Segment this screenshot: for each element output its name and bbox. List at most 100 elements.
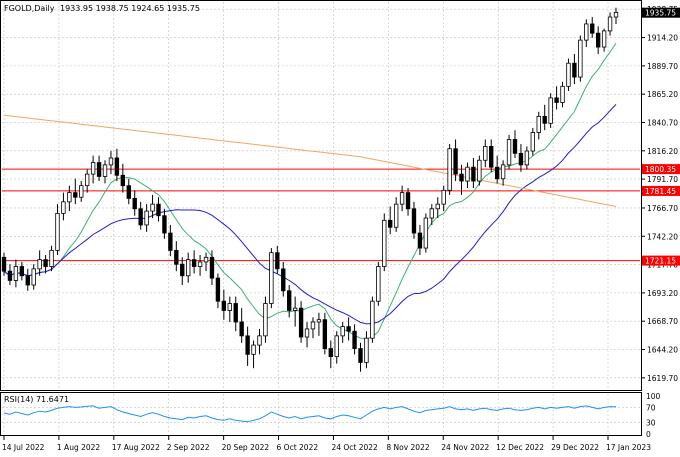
candle-body [512, 139, 518, 154]
candle-body [85, 173, 90, 187]
candle-body [465, 166, 470, 182]
time-tick-label: 24 Nov 2022 [441, 443, 489, 452]
time-tick-label: 17 Aug 2022 [112, 443, 160, 452]
candle-body [162, 215, 167, 234]
time-tick-label: 6 Oct 2022 [277, 443, 319, 452]
candle-body [55, 213, 60, 251]
candle-body [376, 266, 381, 302]
level-label: 1781.45 [645, 187, 676, 196]
candle-body [19, 266, 25, 277]
candle-body [316, 319, 322, 323]
candle-body [447, 148, 452, 191]
price-tick-label: 1791.70 [647, 175, 678, 184]
candle-body [257, 335, 262, 346]
candle-body [61, 201, 66, 214]
candle-body [352, 330, 357, 349]
candle-body [607, 16, 613, 32]
price-tick-label: 1914.20 [647, 34, 678, 43]
candle-body [43, 259, 48, 267]
candle-body [364, 337, 369, 363]
candle-body [304, 328, 310, 338]
price-tick-label: 1865.20 [647, 90, 678, 99]
price-tick-label: 1693.20 [647, 289, 678, 298]
time-tick-label: 1 Aug 2022 [57, 443, 100, 452]
candle-body [340, 326, 345, 337]
candle-body [96, 162, 102, 177]
candle-body [566, 62, 571, 87]
candle-body [393, 203, 399, 228]
candle-body [435, 203, 440, 210]
candle-body [25, 275, 30, 286]
level-labels: 1800.35 1781.45 1721.15 [642, 164, 680, 266]
price-tick-label: 1889.70 [647, 62, 678, 71]
time-tick-label: 2 Sep 2022 [167, 443, 210, 452]
candle-body [292, 307, 298, 311]
price-tick-label: 1619.70 [647, 374, 678, 383]
candle-body [79, 185, 84, 198]
candles [1, 7, 619, 372]
candle-body [405, 192, 411, 210]
candle-body [102, 164, 108, 177]
candle-body [174, 249, 179, 265]
candle-body [358, 348, 363, 363]
candle-body [168, 232, 173, 251]
candle-body [471, 166, 476, 182]
candle-body [1, 256, 7, 272]
candle-body [13, 266, 19, 281]
time-tick-label: 12 Dec 2022 [496, 443, 544, 452]
candle-body [399, 192, 405, 205]
candle-body [209, 256, 215, 279]
price-tick-label: 1766.70 [647, 204, 678, 213]
candle-body [7, 270, 13, 281]
candle-body [275, 252, 280, 270]
candle-body [156, 203, 161, 217]
candle-body [73, 192, 78, 198]
price-axis: 1938.751914.201889.701865.201840.701816.… [641, 5, 680, 383]
candle-body [132, 197, 137, 210]
symbol-title: FGOLD,Daily [4, 4, 55, 13]
candle-body [310, 321, 316, 330]
candle-body [90, 162, 96, 175]
rsi-pane-frame [0, 392, 642, 436]
time-tick-label: 17 Jan 2023 [606, 443, 651, 452]
price-tick-label: 1668.70 [647, 317, 678, 326]
candle-body [441, 189, 446, 205]
time-tick-label: 29 Dec 2022 [551, 443, 599, 452]
rsi-tick-label: 70 [646, 403, 656, 412]
rsi-grid [2, 394, 640, 434]
candle-body [584, 23, 589, 41]
candle-body [328, 348, 333, 358]
level-tag [642, 185, 680, 196]
candle-body [126, 185, 131, 199]
candle-body [322, 319, 328, 349]
candle-body [601, 30, 607, 48]
price-tick-label: 1742.20 [647, 232, 678, 241]
candle-body [245, 335, 250, 355]
price-grid [2, 2, 640, 389]
rsi-tick-label: 100 [646, 392, 661, 401]
candle-body [477, 159, 482, 182]
candle-body [578, 39, 583, 78]
candle-body [542, 115, 547, 124]
candle-body [417, 232, 423, 249]
candle-body [251, 344, 256, 355]
candle-body [150, 203, 155, 212]
time-axis: 14 Jul 2022 1 Aug 2022 17 Aug 2022 2 Sep 20… [2, 436, 651, 452]
time-tick-label: 24 Oct 2022 [331, 443, 378, 452]
rsi-tick-label: 30 [646, 419, 656, 428]
time-tick-label: 14 Jul 2022 [2, 443, 45, 452]
level-label: 1800.35 [645, 165, 676, 174]
candle-body [506, 139, 512, 166]
candle-body [67, 192, 72, 203]
rsi-tick-label: 0 [646, 430, 651, 439]
current-price-label: 1935.75 [645, 9, 676, 18]
candle-body [227, 303, 232, 311]
candle-body [489, 146, 494, 168]
candle-body [180, 263, 185, 277]
candle-body [334, 335, 339, 358]
time-tick-label: 20 Sep 2022 [222, 443, 270, 452]
price-tick-label: 1816.20 [647, 147, 678, 156]
